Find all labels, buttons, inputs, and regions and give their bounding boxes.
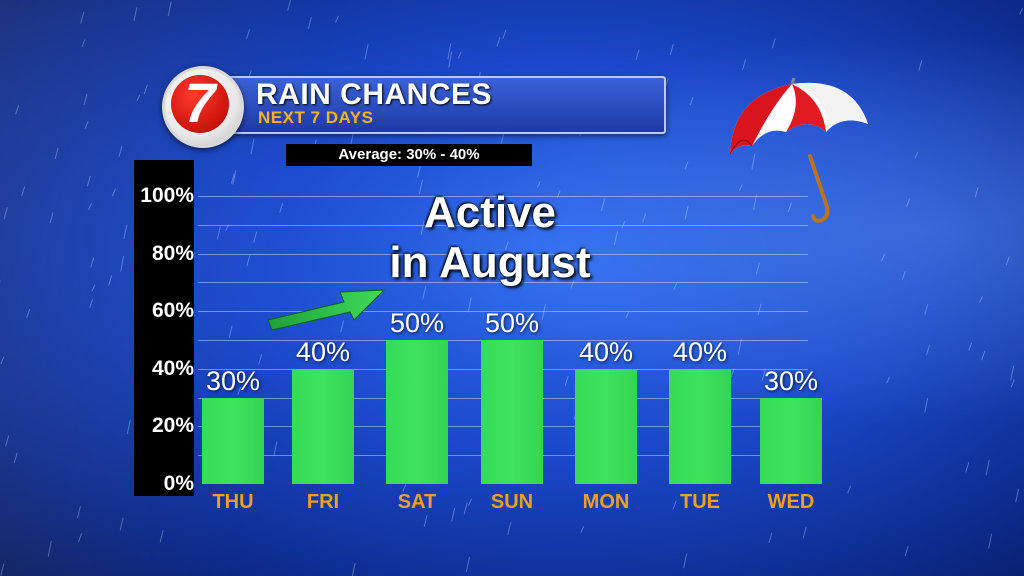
gridline <box>198 253 808 255</box>
gridline-minor <box>198 224 808 226</box>
x-category-label: SAT <box>397 491 437 513</box>
station-logo-text: 7 <box>184 71 216 134</box>
y-tick-label: 0% <box>163 472 194 495</box>
bar-value-label: 30% <box>763 365 819 396</box>
bar-fri <box>292 368 354 484</box>
gridline-minor <box>198 282 808 284</box>
annotation-text: Active in August <box>330 188 650 288</box>
umbrella-icon <box>729 77 868 223</box>
gridline <box>198 311 808 313</box>
bar-sat <box>386 340 448 484</box>
x-category-label: TUE <box>680 491 720 513</box>
bar-sun <box>481 340 543 484</box>
bar-thu <box>202 397 264 484</box>
title-banner <box>200 76 666 134</box>
x-category-label: MON <box>582 491 630 513</box>
arrow-up-right-icon <box>267 289 386 331</box>
y-tick-label: 40% <box>151 356 194 380</box>
chart-title: RAIN CHANCES <box>256 78 493 111</box>
chart-subtitle: NEXT 7 DAYS <box>258 108 374 127</box>
x-category-label: SUN <box>490 491 534 513</box>
bar-value-label: 40% <box>672 336 728 367</box>
y-tick-label: 80% <box>151 241 194 265</box>
station-logo-inner <box>171 75 229 133</box>
x-category-label: THU <box>212 491 254 513</box>
y-tick-label: 100% <box>140 184 194 207</box>
y-axis-panel <box>134 160 194 496</box>
gridline <box>198 196 808 197</box>
bar-mon <box>575 368 637 484</box>
annotation-line-1: Active <box>423 188 557 237</box>
bar-wed <box>760 397 822 484</box>
y-tick-label: 20% <box>151 414 194 438</box>
bar-value-label: 50% <box>389 308 445 338</box>
bar-value-label: 30% <box>205 365 261 396</box>
average-label: Average: 30% - 40% <box>286 144 532 166</box>
x-category-label: WED <box>767 491 815 513</box>
bar-value-label: 40% <box>295 336 351 367</box>
annotation-line-2: in August <box>389 238 591 287</box>
bar-value-label: 40% <box>578 336 634 367</box>
x-category-label: FRI <box>306 491 340 513</box>
bar-value-label: 50% <box>484 308 540 338</box>
y-tick-label: 60% <box>151 299 194 323</box>
bar-tue <box>669 368 731 484</box>
